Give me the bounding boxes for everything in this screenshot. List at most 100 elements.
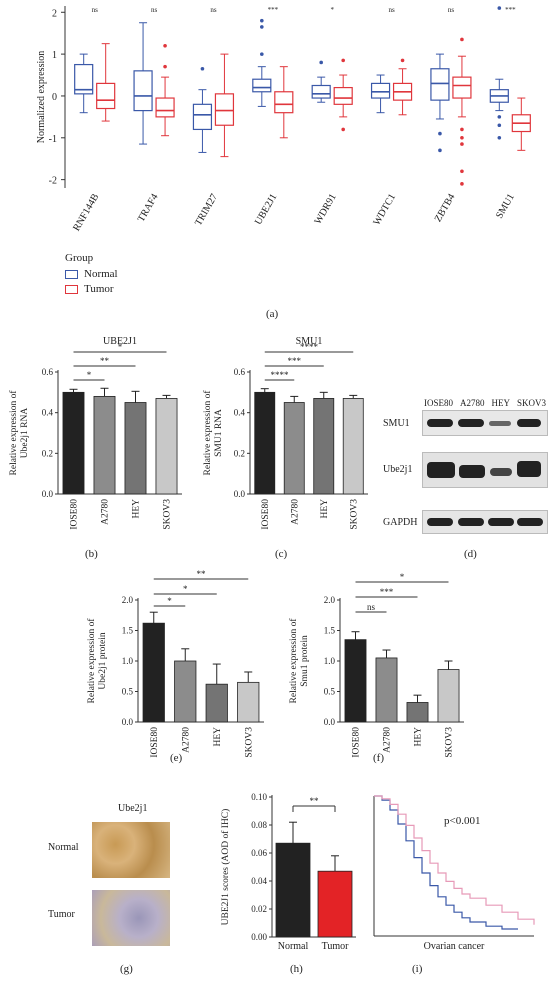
significance-label: ns xyxy=(388,6,395,14)
ihc-row-label-normal: Normal xyxy=(48,842,79,853)
blot-row-label-smu1: SMU1 xyxy=(383,418,410,429)
y-tick-label: 0.6 xyxy=(234,367,246,377)
x-tick-label: SKOV3 xyxy=(163,499,173,530)
x-tick-label: WDR91 xyxy=(313,192,339,226)
y-tick-label: 0.00 xyxy=(251,932,267,942)
y-tick-label: 0.2 xyxy=(42,448,53,458)
panel-label-g: (g) xyxy=(120,963,133,975)
y-axis-title: Ube2j1 RNA xyxy=(20,408,30,459)
blot-band xyxy=(458,518,484,526)
bar xyxy=(317,870,353,938)
significance-label: ns xyxy=(367,602,376,612)
bar xyxy=(406,702,429,723)
x-tick-label: A2780 xyxy=(181,727,191,753)
significance-label: * xyxy=(400,572,405,582)
bar xyxy=(375,657,398,723)
blot-band xyxy=(458,419,484,427)
y-axis-title: Relative expression of xyxy=(8,390,19,476)
y-axis-title: Normalized expression xyxy=(36,51,47,143)
box-outlier xyxy=(341,127,345,132)
y-tick-label: 0 xyxy=(52,92,57,103)
blot-lane-label: SKOV3 xyxy=(516,398,546,408)
significance-label: **** xyxy=(300,342,319,352)
significance-label: ** xyxy=(100,356,110,366)
x-tick-label: A2780 xyxy=(383,727,393,753)
y-tick-label: 0.06 xyxy=(251,848,267,858)
x-tick-label: UBE2J1 xyxy=(253,192,279,227)
y-tick-label: 0.0 xyxy=(122,717,134,727)
blot-band xyxy=(517,419,541,427)
x-tick-label: HEY xyxy=(132,499,142,519)
blot-lane-label: A2780 xyxy=(459,398,485,408)
x-tick-label: SMU1 xyxy=(494,192,517,221)
y-tick-label: 0.0 xyxy=(234,489,246,499)
panel-label-b: (b) xyxy=(85,548,98,560)
y-axis-title: Ube2j1 protein xyxy=(98,632,108,690)
bar xyxy=(237,681,260,723)
blot-strip-gapdh xyxy=(422,510,548,534)
blot-row-label-ube2j1: Ube2j1 xyxy=(383,464,413,475)
significance-label: *** xyxy=(380,587,394,597)
box-outlier xyxy=(260,25,264,29)
box-outlier xyxy=(460,135,464,140)
x-tick-label: IOSE80 xyxy=(70,499,80,530)
box-body xyxy=(333,86,353,105)
y-tick-label: 0.4 xyxy=(234,408,246,418)
x-axis-title: Ovarian cancer xyxy=(424,941,485,952)
y-tick-label: 0.0 xyxy=(42,489,54,499)
x-tick-label: IOSE80 xyxy=(150,727,160,758)
legend-item-tumor: Tumor xyxy=(84,283,114,295)
blot-band xyxy=(427,462,455,478)
significance-label: **** xyxy=(271,370,290,380)
panel-label-e: (e) xyxy=(170,752,183,764)
box-outlier xyxy=(400,58,405,63)
x-tick-label: ZBTB4 xyxy=(433,192,458,224)
survival-curve xyxy=(374,795,535,925)
significance-label: *** xyxy=(288,356,302,366)
y-axis-title: Relative expression of xyxy=(202,390,213,476)
bar xyxy=(93,395,116,495)
y-tick-label: 0.5 xyxy=(122,687,134,697)
box-body xyxy=(274,91,294,114)
box-body xyxy=(370,82,391,99)
x-tick-label: TRIM27 xyxy=(193,192,220,228)
ihc-image-normal xyxy=(92,822,170,878)
bar xyxy=(313,398,335,495)
x-tick-label: Normal xyxy=(278,941,309,952)
y-tick-label: 0.04 xyxy=(251,876,267,886)
ihc-image-tumor xyxy=(92,890,170,946)
x-tick-label: SKOV3 xyxy=(349,499,359,530)
box-outlier xyxy=(260,52,264,56)
box-body xyxy=(452,76,472,99)
box-outlier xyxy=(497,123,502,128)
blot-band xyxy=(517,461,541,477)
x-tick-label: WDTC1 xyxy=(371,192,398,227)
chart-title: UBE2J1 xyxy=(103,336,137,347)
significance-label: *** xyxy=(268,6,279,14)
blot-lane-labels: IOSE80 A2780 HEY SKOV3 xyxy=(424,398,546,408)
box-outlier xyxy=(319,60,323,65)
box-outlier xyxy=(163,43,167,48)
box-outlier xyxy=(460,169,464,174)
box-outlier xyxy=(341,58,345,63)
y-tick-label: 1 xyxy=(52,50,57,61)
chart-title: SMU1 xyxy=(296,336,323,347)
box-body xyxy=(155,97,175,118)
x-tick-label: IOSE80 xyxy=(352,727,362,758)
x-tick-label: RNF144B xyxy=(71,192,101,233)
blot-band xyxy=(488,518,514,526)
y-axis-title: Relative expression of xyxy=(86,618,97,704)
x-tick-label: HEY xyxy=(414,727,424,747)
legend-item-normal: Normal xyxy=(84,268,118,280)
panel-label-d: (d) xyxy=(464,548,477,560)
x-tick-label: HEY xyxy=(213,727,223,747)
bar xyxy=(437,669,460,723)
box-outlier xyxy=(460,127,464,132)
y-tick-label: -2 xyxy=(49,176,57,187)
box-outlier xyxy=(497,115,502,119)
panel-label-c: (c) xyxy=(275,548,288,560)
x-tick-label: IOSE80 xyxy=(261,499,271,530)
y-tick-label: 2.0 xyxy=(122,595,134,605)
significance-label: * xyxy=(167,596,172,606)
